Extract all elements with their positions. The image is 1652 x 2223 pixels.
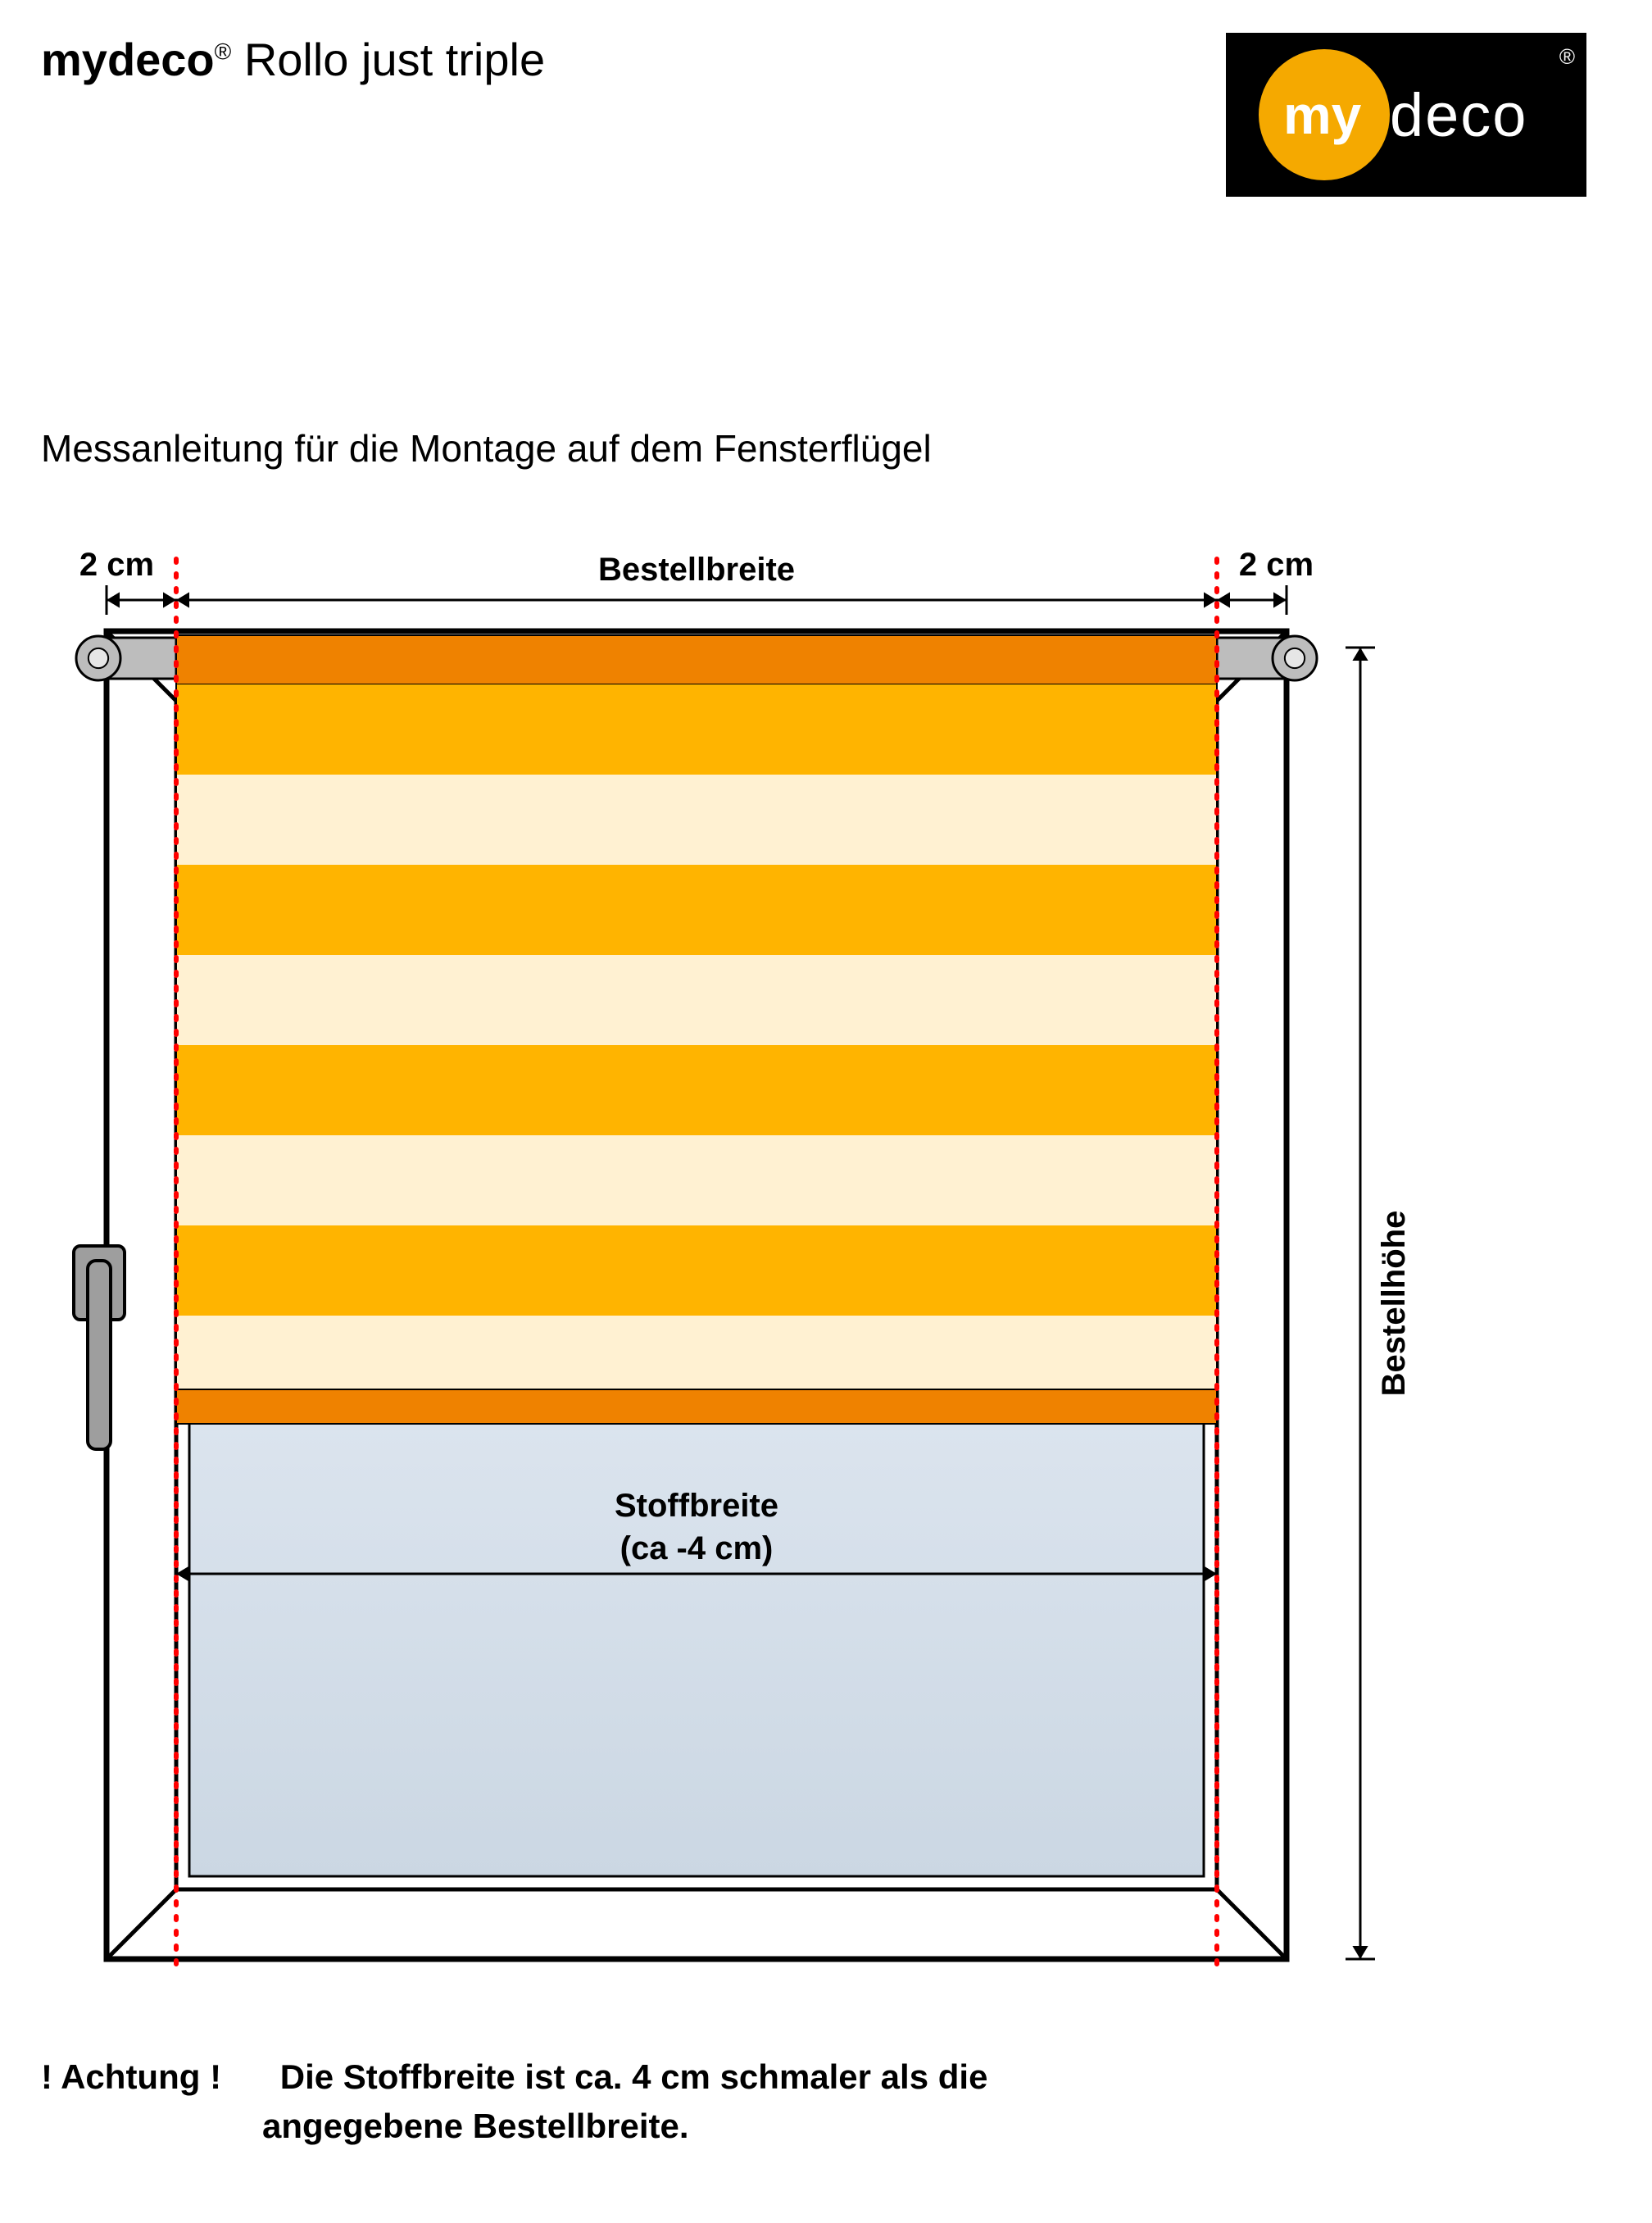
measurement-diagram: 2 cm 2 cm Bestellbreite Stoffbreite (ca -4 c…	[41, 525, 1500, 2000]
logo-text-my: my	[1283, 84, 1361, 146]
svg-text:2 cm: 2 cm	[1239, 547, 1314, 583]
product-name: Rollo just triple	[231, 34, 545, 85]
brand-name: mydeco	[41, 34, 215, 85]
svg-text:2 cm: 2 cm	[79, 547, 154, 583]
warning-note: ! Achtung ! Die Stoffbreite ist ca. 4 cm…	[41, 2057, 987, 2097]
registered-mark: ®	[215, 39, 232, 64]
brand-logo: my deco ®	[1226, 33, 1586, 197]
logo-text-deco: deco	[1390, 80, 1527, 150]
logo-registered-mark: ®	[1559, 44, 1575, 70]
svg-text:(ca -4 cm): (ca -4 cm)	[620, 1530, 774, 1566]
warning-text-2: angegebene Bestellbreite.	[262, 2107, 689, 2146]
svg-text:Bestellhöhe: Bestellhöhe	[1376, 1211, 1412, 1397]
warning-text-1: Die Stoffbreite ist ca. 4 cm schmaler al…	[280, 2057, 988, 2096]
svg-text:Stoffbreite: Stoffbreite	[615, 1488, 778, 1524]
section-heading: Messanleitung für die Montage auf dem Fe…	[41, 426, 932, 471]
warning-bang: ! Achtung !	[41, 2057, 221, 2096]
page-title: mydeco® Rollo just triple	[41, 33, 545, 86]
svg-text:Bestellbreite: Bestellbreite	[598, 552, 795, 588]
